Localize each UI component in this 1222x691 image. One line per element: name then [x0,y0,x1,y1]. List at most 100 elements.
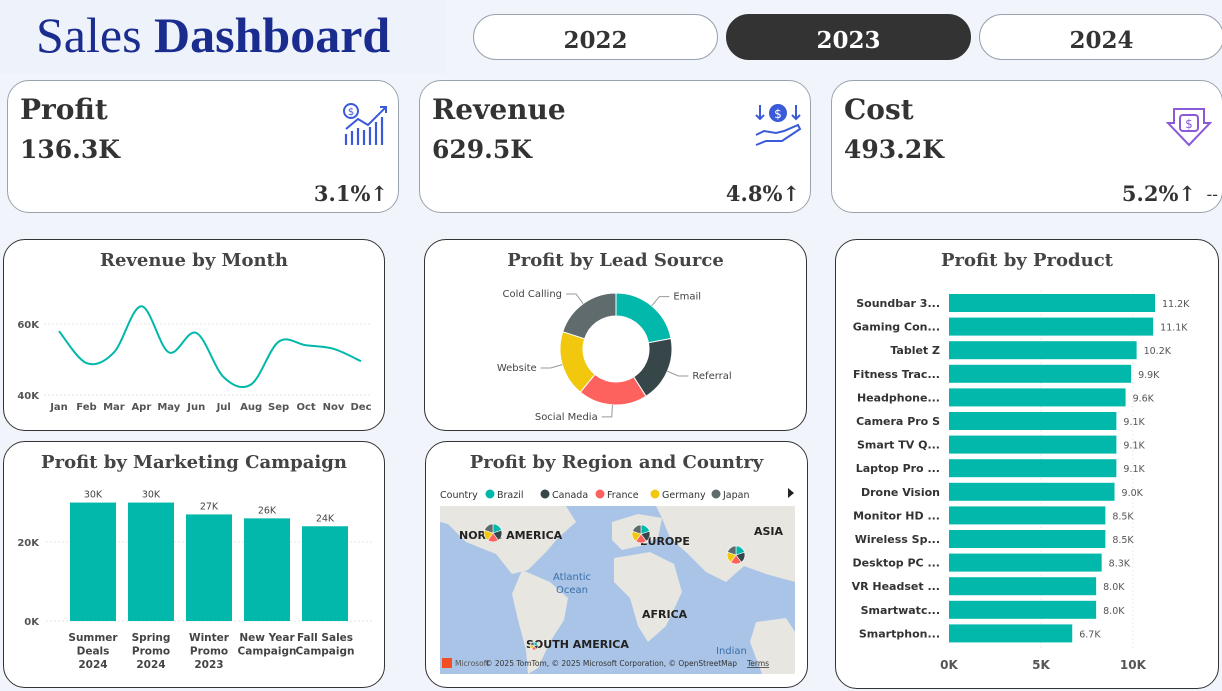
data-point[interactable] [167,350,171,354]
svg-text:$: $ [348,107,354,118]
bar-value-label: 10.2K [1144,346,1172,357]
pie-marker-europe[interactable] [631,524,651,544]
pie-marker-canada[interactable] [483,523,503,543]
legend-label[interactable]: Germany [662,490,706,501]
bar-product[interactable] [949,600,1097,619]
bar-value-label: 9.6K [1133,393,1155,404]
label-europe: EUROPE [640,535,690,548]
data-point[interactable] [139,304,143,308]
pie-marker-slice[interactable] [529,641,535,647]
pie-marker-slice[interactable] [484,523,494,534]
slice-label: Website [497,363,537,374]
x-tick-label: 2024 [136,659,165,671]
label-atlantic: Atlantic [553,572,591,583]
bar-product[interactable] [949,577,1097,596]
panel-title: Profit by Marketing Campaign [41,452,347,473]
bar-value-label: 27K [200,501,219,512]
landmass-south-america [512,570,568,674]
x-tick-label: 5K [1032,658,1050,672]
kpi-card-profit: Profit 136.3K 3.1%↑ $ [7,80,399,213]
bar-value-label: 6.7K [1079,629,1101,640]
kpi-card-revenue: Revenue 629.5K 4.8%↑ $ [419,80,811,213]
bar-product[interactable] [949,412,1117,430]
leader-line [667,370,689,377]
y-tick-label: Smart TV Q... [857,439,940,452]
kpi-delta: 3.1%↑ [313,181,388,206]
bar-value-label: 9.1K [1123,441,1145,452]
year-button-2023[interactable]: 2023 [726,14,971,60]
pie-marker-slice[interactable] [632,524,642,535]
kpi-extra: -- [1206,185,1218,204]
label-south-america: SOUTH AMERICA [526,638,629,651]
legend-dot [711,489,721,499]
x-tick-label: Jan [49,402,68,413]
bar-value-label: 30K [142,490,161,501]
region-map[interactable]: Country Brazil Canada France Germany Japan N… [426,442,809,689]
y-tick-label: Fitness Trac... [853,368,940,381]
series-line-revenue[interactable] [58,305,362,388]
bar-product[interactable] [949,553,1102,572]
kpi-value: 493.2K [844,135,945,164]
data-point[interactable] [222,375,226,379]
data-point[interactable] [84,361,88,365]
bar-value-label: 9.9K [1138,370,1160,381]
legend-label[interactable]: Japan [722,490,750,501]
data-point[interactable] [249,382,253,386]
bar-campaign[interactable] [244,518,290,621]
data-point[interactable] [359,359,363,363]
data-point[interactable] [57,329,61,333]
pie-marker-brazil[interactable] [529,641,539,651]
bar-product[interactable] [949,482,1115,501]
title-banner [0,0,446,74]
donut-slice-email[interactable] [615,292,672,344]
bar-campaign[interactable] [128,502,174,621]
lead-source-donut-chart: Email Referral Social Media Website Cold Cal… [497,289,732,423]
data-point[interactable] [332,347,336,351]
slice-label: Email [673,292,701,303]
bar-product[interactable] [949,506,1106,525]
legend-label[interactable]: Brazil [497,490,524,501]
x-tick-label: Deals [77,646,110,658]
leader-line [566,293,584,304]
landmass-asia [656,506,795,582]
year-button-2024[interactable]: 2024 [979,14,1222,60]
map-terms-link[interactable]: Terms [746,659,769,668]
y-tick-label: Soundbar 3... [856,297,940,310]
data-point[interactable] [277,340,281,344]
y-tick-label: VR Headset ... [852,580,940,593]
panel-title: Profit by Lead Source [507,250,724,271]
bar-product[interactable] [949,530,1106,548]
x-tick-label: Promo [132,646,170,658]
bar-campaign[interactable] [302,526,348,621]
pie-marker-slice[interactable] [727,545,737,556]
data-point[interactable] [304,343,308,347]
data-point[interactable] [112,350,116,354]
y-tick-label: Smartwatc... [861,604,940,617]
y-tick-label: Tablet Z [890,344,940,357]
legend-label[interactable]: France [607,490,639,501]
bar-product[interactable] [949,317,1154,336]
donut-slice-cold-calling[interactable] [562,292,617,340]
bar-campaign[interactable] [186,514,232,621]
legend-label[interactable]: Canada [552,490,588,501]
map-brand: Microsoft [455,659,489,668]
svg-text:$: $ [774,107,782,121]
bar-product[interactable] [949,624,1073,643]
pie-marker-japan[interactable] [726,545,746,565]
map-canvas[interactable]: NORTH AMERICA EUROPE ASIA Atlantic Ocean… [440,506,795,674]
bar-value-label: 9.1K [1123,417,1145,428]
legend-next-arrow-icon[interactable] [788,488,794,498]
bar-product[interactable] [949,435,1117,454]
bar-campaign[interactable] [70,502,116,621]
bar-product[interactable] [949,294,1155,312]
data-point[interactable] [194,331,198,335]
bar-product[interactable] [949,364,1132,383]
bar-product[interactable] [949,388,1126,407]
bar-product[interactable] [949,341,1137,360]
x-tick-label: 0K [940,658,958,672]
year-button-2022[interactable]: 2022 [473,14,718,60]
bar-value-label: 24K [316,513,335,524]
bar-product[interactable] [949,459,1117,478]
kpi-delta: 4.8%↑ [725,181,800,206]
svg-text:$: $ [1185,117,1193,131]
